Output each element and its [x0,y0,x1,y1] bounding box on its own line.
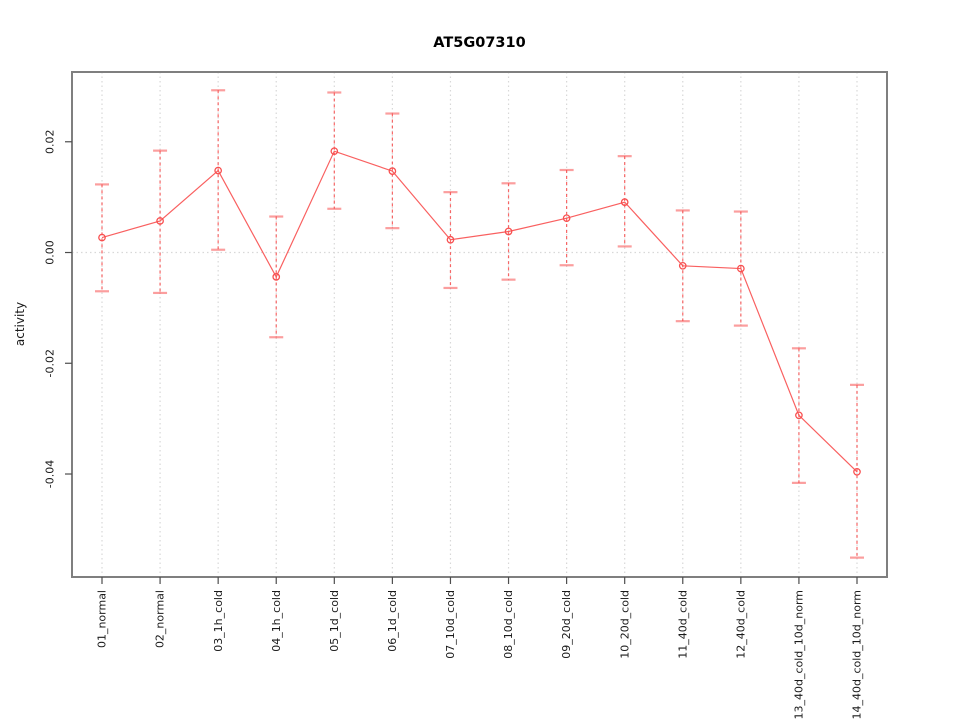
plot-box [71,71,888,578]
data-point [330,147,339,156]
x-axis: 01_normal 02_normal 03_1h_cold 04_1h_cold 05… [96,577,864,720]
data-point [678,261,687,270]
x-tick-label: 03_1h_cold [212,590,225,652]
x-tick-label: 11_40d_cold [676,590,689,659]
x-tick-label: 01_normal [96,590,109,648]
data-point [504,227,513,236]
data-point [736,264,745,273]
y-tick-label: -0.02 [44,349,57,377]
data-point [620,198,629,206]
y-axis-title: activity [13,302,27,346]
x-tick-label: 10_20d_cold [618,590,631,659]
x-tick-label: 14_40d_cold_10d_norm [851,590,864,720]
data-point [388,167,397,175]
x-tick-label: 08_10d_cold [502,590,515,659]
gridlines [72,72,887,577]
chart-layers: 0.02 0.00 -0.02 -0.04 01_normal 02_normal 03_1… [44,71,888,720]
data-point [795,411,803,420]
series-points [98,147,861,476]
x-tick-label: 07_10d_cold [444,590,457,659]
x-tick-label: 12_40d_cold [734,590,747,659]
data-point [214,166,223,175]
x-tick-label: 05_1d_cold [328,590,341,652]
data-point [156,217,164,225]
y-tick-label: -0.04 [44,460,57,488]
series-line [101,150,858,473]
x-tick-label: 13_40d_cold_10d_norm [793,590,806,720]
x-tick-label: 09_20d_cold [560,590,573,659]
chart-title: AT5G07310 [433,35,525,51]
x-tick-label: 02_normal [154,590,167,648]
data-point [853,467,861,476]
data-point [562,214,571,223]
error-bars [95,89,864,559]
data-point [272,273,281,281]
y-axis: 0.02 0.00 -0.02 -0.04 [44,130,72,488]
y-tick-label: 0.02 [44,130,57,155]
x-tick-label: 04_1h_cold [270,590,283,652]
data-point [446,235,455,244]
data-point [98,233,106,242]
y-tick-label: 0.00 [44,240,57,265]
x-tick-label: 06_1d_cold [386,590,399,652]
